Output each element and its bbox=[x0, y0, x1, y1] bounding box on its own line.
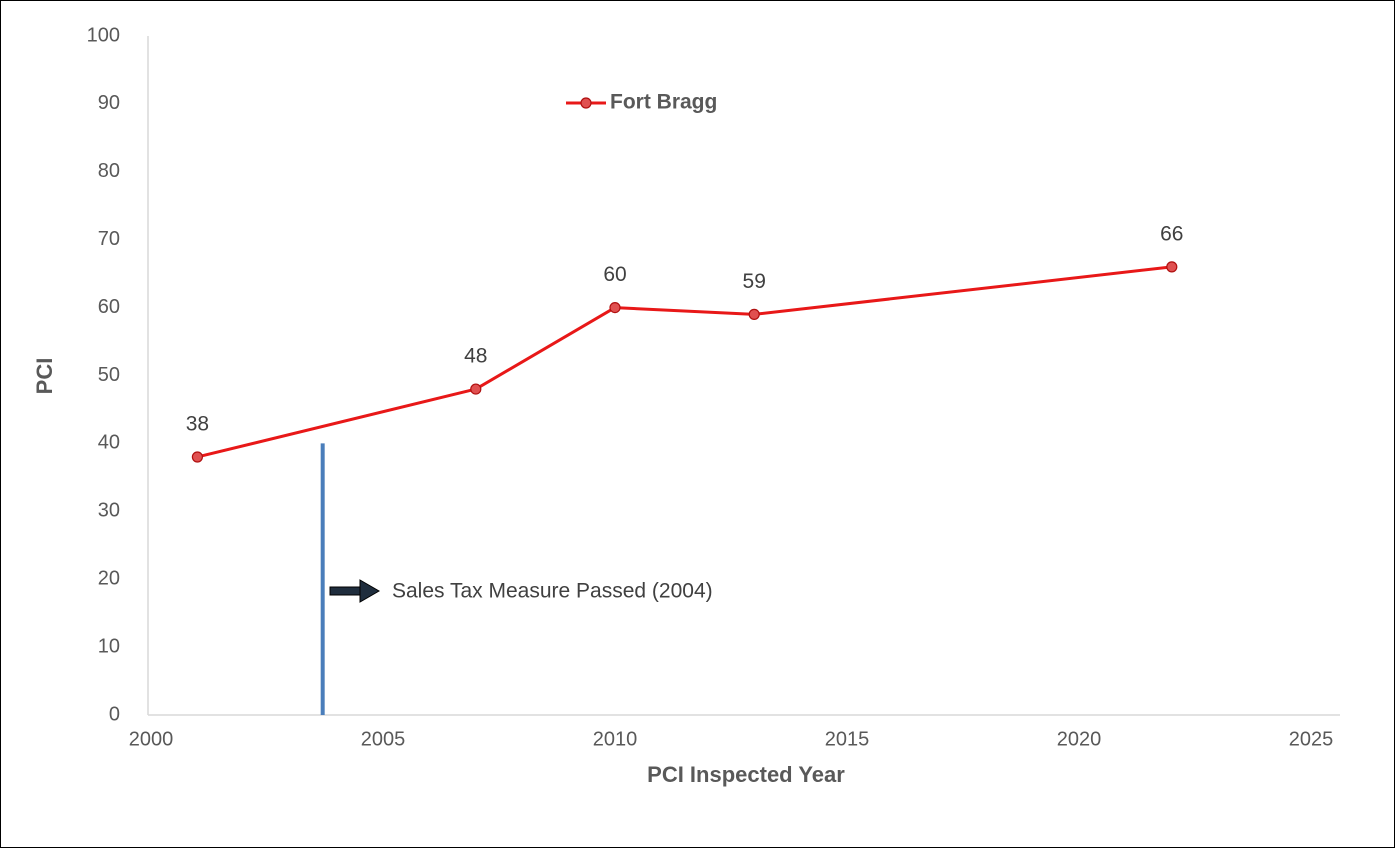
x-axis-title: PCI Inspected Year bbox=[647, 762, 845, 787]
data-label: 48 bbox=[464, 345, 487, 368]
data-point bbox=[748, 308, 760, 320]
y-tick-label: 30 bbox=[98, 500, 120, 522]
legend-label: Fort Bragg bbox=[610, 91, 717, 114]
y-tick-label: 20 bbox=[98, 567, 120, 589]
data-point bbox=[609, 302, 621, 314]
y-tick-label: 90 bbox=[98, 92, 120, 114]
annotation-text: Sales Tax Measure Passed (2004) bbox=[392, 580, 713, 603]
data-label: 66 bbox=[1160, 222, 1183, 245]
y-tick-label: 0 bbox=[109, 703, 120, 725]
y-tick-label: 70 bbox=[98, 228, 120, 250]
legend-marker bbox=[580, 97, 592, 109]
x-tick-label: 2010 bbox=[593, 728, 638, 750]
y-axis-title: PCI bbox=[32, 358, 57, 395]
x-tick-label: 2025 bbox=[1289, 728, 1334, 750]
x-tick-label: 2020 bbox=[1057, 728, 1102, 750]
data-point bbox=[191, 451, 203, 463]
y-tick-label: 40 bbox=[98, 432, 120, 454]
x-tick-label: 2005 bbox=[361, 728, 406, 750]
data-point bbox=[470, 383, 482, 395]
y-tick-label: 50 bbox=[98, 364, 120, 386]
x-tick-label: 2015 bbox=[825, 728, 870, 750]
data-point bbox=[1166, 261, 1178, 273]
x-tick-label: 2000 bbox=[129, 728, 174, 750]
annotation-arrow bbox=[329, 579, 380, 603]
y-tick-label: 100 bbox=[87, 24, 120, 46]
data-label: 60 bbox=[603, 263, 626, 286]
y-tick-label: 60 bbox=[98, 296, 120, 318]
data-label: 59 bbox=[743, 270, 766, 293]
y-tick-label: 10 bbox=[98, 635, 120, 657]
data-label: 38 bbox=[186, 413, 209, 436]
y-tick-label: 80 bbox=[98, 160, 120, 182]
